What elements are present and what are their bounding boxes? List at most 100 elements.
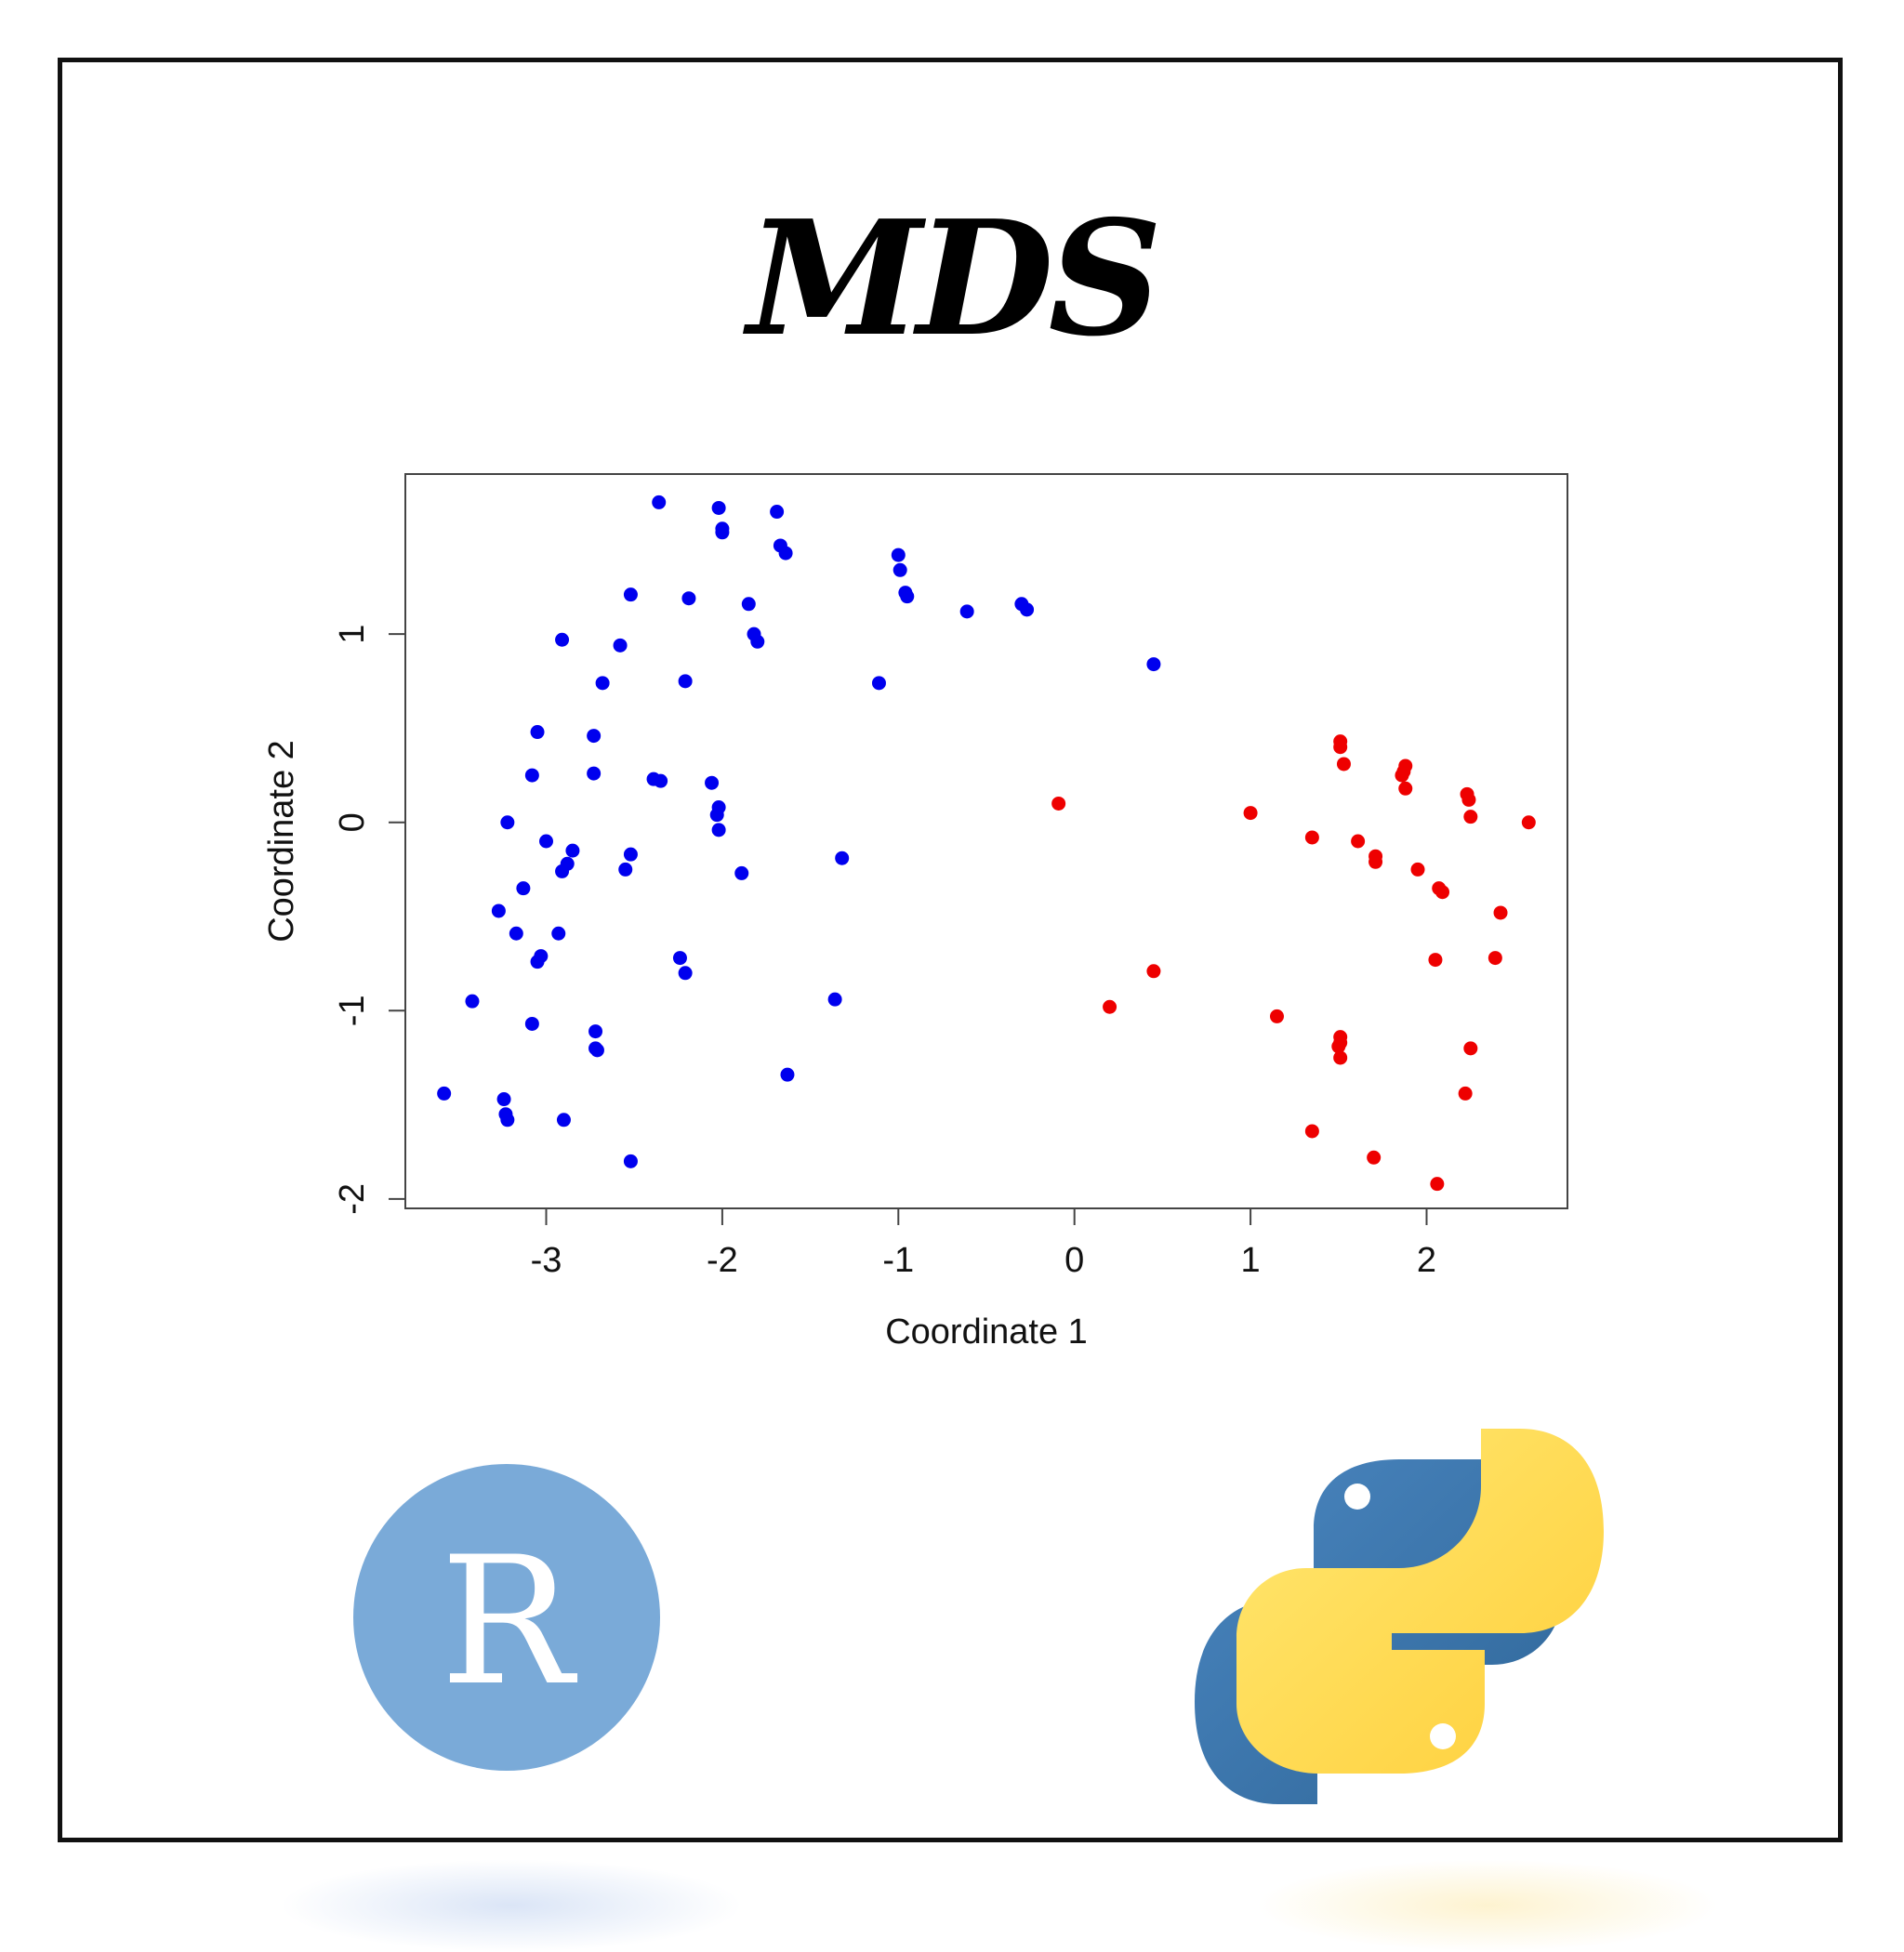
scatter-point-red: [1051, 796, 1066, 811]
scatter-point-blue: [516, 881, 531, 896]
scatter-point-blue: [770, 505, 785, 520]
soft-glow-right: [1255, 1859, 1720, 1952]
scatter-point-blue: [711, 500, 726, 515]
scatter-point-red: [1146, 964, 1161, 979]
scatter-point-red: [1428, 953, 1443, 968]
scatter-point-red: [1398, 781, 1413, 796]
scatter-point-blue: [654, 773, 668, 788]
scatter-point-red: [1461, 792, 1476, 807]
python-logo-icon: [1195, 1429, 1604, 1804]
scatter-point-red: [1395, 768, 1409, 783]
scatter-point-blue: [491, 903, 506, 918]
scatter-point-blue: [500, 1113, 515, 1128]
scatter-point-blue: [681, 591, 696, 606]
scatter-point-red: [1458, 1086, 1473, 1101]
scatter-point-blue: [589, 1043, 604, 1058]
scatter-point-blue: [827, 992, 842, 1007]
scatter-point-blue: [613, 638, 628, 653]
scatter-point-red: [1410, 862, 1425, 877]
scatter-point-red: [1103, 999, 1117, 1014]
scatter-point-blue: [539, 834, 554, 849]
x-tick-label: 2: [1417, 1241, 1436, 1280]
scatter-point-blue: [711, 823, 726, 838]
scatter-point-red: [1521, 815, 1536, 830]
scatter-point-red: [1430, 1177, 1445, 1192]
scatter-point-blue: [871, 676, 886, 691]
x-axis-title: Coordinate 1: [885, 1312, 1088, 1352]
scatter-point-blue: [530, 725, 545, 740]
scatter-point-blue: [892, 562, 907, 577]
scatter-point-red: [1488, 951, 1502, 966]
scatter-point-red: [1336, 757, 1351, 772]
scatter-point-blue: [565, 843, 580, 858]
y-tick-label: 1: [333, 625, 372, 644]
scatter-point-red: [1435, 885, 1450, 900]
scatter-point-blue: [715, 525, 730, 540]
scatter-point-blue: [509, 926, 523, 941]
scatter-point-red: [1493, 905, 1508, 920]
scatter-point-blue: [778, 546, 793, 561]
scatter-point-blue: [623, 847, 638, 862]
scatter-point-blue: [705, 775, 720, 790]
scatter-point-blue: [595, 676, 610, 691]
scatter-point-blue: [524, 768, 539, 783]
r-logo-circle: [353, 1464, 660, 1771]
r-logo-icon: R: [353, 1464, 660, 1771]
y-tick-label: -2: [333, 1183, 372, 1215]
scatter-point-blue: [678, 674, 693, 689]
scatter-point-blue: [1020, 602, 1035, 617]
y-tick-label: -1: [333, 995, 372, 1026]
scatter-point-blue: [900, 589, 915, 604]
scatter-point-red: [1333, 740, 1348, 755]
scatter-point-red: [1463, 1041, 1478, 1056]
scatter-point-red: [1367, 1150, 1382, 1165]
scatter-point-blue: [530, 955, 545, 969]
soft-glow-left: [279, 1859, 744, 1952]
x-tick-label: 1: [1241, 1241, 1261, 1280]
python-yellow-snake: [1236, 1429, 1604, 1774]
x-tick-label: -2: [707, 1241, 738, 1280]
scatter-point-blue: [587, 729, 602, 744]
scatter-point-red: [1463, 810, 1478, 824]
scatter-point-red: [1304, 1124, 1319, 1139]
scatter-point-blue: [891, 547, 906, 562]
scatter-point-blue: [555, 864, 570, 878]
scatter-point-blue: [672, 951, 687, 966]
scatter-point-blue: [437, 1086, 452, 1101]
scatter-point-red: [1243, 806, 1258, 821]
scatter-point-blue: [709, 808, 724, 823]
scatter-point-blue: [734, 865, 749, 880]
scatter-point-blue: [555, 632, 570, 647]
x-tick-label: -3: [531, 1241, 562, 1280]
scatter-point-blue: [551, 926, 566, 941]
y-axis-title: Coordinate 2: [262, 740, 301, 943]
scatter-point-blue: [959, 604, 974, 619]
scatter-point-blue: [623, 587, 638, 602]
scatter-point-blue: [623, 1154, 638, 1168]
scatter-point-blue: [500, 815, 515, 830]
scatter-point-blue: [750, 634, 765, 649]
scatter-point-blue: [556, 1113, 571, 1128]
scatter-point-blue: [465, 994, 480, 1009]
scatter-point-red: [1270, 1009, 1284, 1023]
scatter-point-blue: [652, 495, 667, 509]
scatter-point-blue: [496, 1092, 511, 1107]
infographic: MDS -3 -2 -1 0 1 2 Coordinate 1 -2 -1 0 1 Coordinat…: [58, 58, 1843, 1952]
plot-area-border: [404, 473, 1568, 1209]
scatter-point-blue: [618, 862, 633, 877]
scatter-point-blue: [678, 966, 693, 981]
x-tick-label: -1: [882, 1241, 914, 1280]
scatter-point-red: [1304, 830, 1319, 845]
r-logo-letter: R: [440, 1519, 577, 1724]
scatter-point-red: [1368, 854, 1383, 869]
scatter-point-red: [1331, 1039, 1346, 1054]
scatter-point-blue: [588, 1024, 603, 1039]
y-tick-label: 0: [333, 812, 372, 832]
python-eye-top: [1344, 1484, 1370, 1510]
scatter-point-blue: [741, 597, 756, 612]
x-tick-label: 0: [1064, 1241, 1084, 1280]
page-title: MDS: [747, 186, 1162, 372]
scatter-point-blue: [835, 851, 850, 865]
scatter-point-blue: [1146, 657, 1161, 672]
